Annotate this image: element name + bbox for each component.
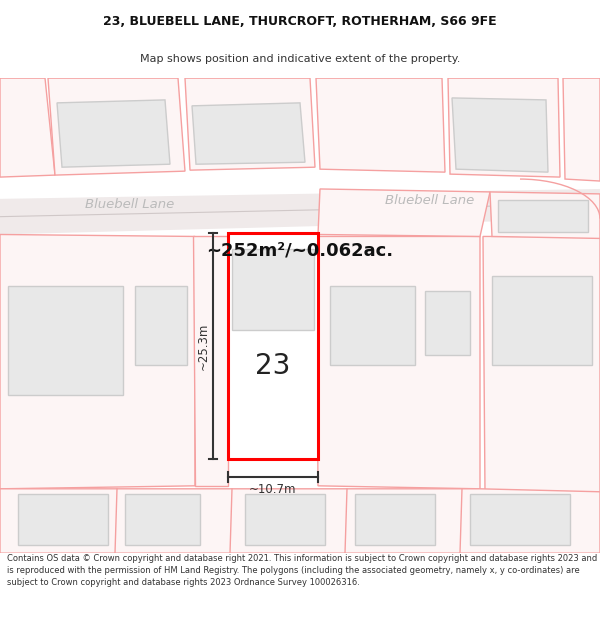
Text: ~10.7m: ~10.7m xyxy=(249,483,297,496)
Polygon shape xyxy=(563,78,600,181)
Text: ~252m²/~0.062ac.: ~252m²/~0.062ac. xyxy=(206,241,394,259)
Bar xyxy=(355,494,435,545)
Polygon shape xyxy=(0,489,600,553)
Bar xyxy=(470,494,570,545)
Bar xyxy=(498,200,588,231)
Polygon shape xyxy=(48,78,185,175)
Text: Bluebell Lane: Bluebell Lane xyxy=(385,194,475,208)
Text: 23: 23 xyxy=(256,352,290,380)
Text: Contains OS data © Crown copyright and database right 2021. This information is : Contains OS data © Crown copyright and d… xyxy=(7,554,598,587)
Polygon shape xyxy=(193,236,228,486)
Bar xyxy=(492,276,592,365)
Polygon shape xyxy=(316,78,445,172)
Bar xyxy=(330,286,415,365)
Polygon shape xyxy=(57,100,170,167)
Text: ~25.3m: ~25.3m xyxy=(197,322,209,370)
Bar xyxy=(8,286,123,395)
Polygon shape xyxy=(0,78,55,177)
Polygon shape xyxy=(185,78,315,170)
Polygon shape xyxy=(192,103,305,164)
Polygon shape xyxy=(448,78,560,177)
Bar xyxy=(232,249,314,331)
Polygon shape xyxy=(316,236,480,489)
Text: Map shows position and indicative extent of the property.: Map shows position and indicative extent… xyxy=(140,54,460,64)
Polygon shape xyxy=(0,189,600,234)
Polygon shape xyxy=(0,234,195,489)
Bar xyxy=(425,291,470,355)
Bar xyxy=(135,286,187,365)
Bar xyxy=(228,234,318,459)
Polygon shape xyxy=(318,189,490,236)
Bar xyxy=(245,494,325,545)
Text: 23, BLUEBELL LANE, THURCROFT, ROTHERHAM, S66 9FE: 23, BLUEBELL LANE, THURCROFT, ROTHERHAM,… xyxy=(103,16,497,28)
Polygon shape xyxy=(452,98,548,172)
Text: Bluebell Lane: Bluebell Lane xyxy=(85,198,175,211)
Bar xyxy=(125,494,200,545)
Polygon shape xyxy=(483,236,600,494)
Bar xyxy=(18,494,108,545)
Polygon shape xyxy=(490,192,600,238)
